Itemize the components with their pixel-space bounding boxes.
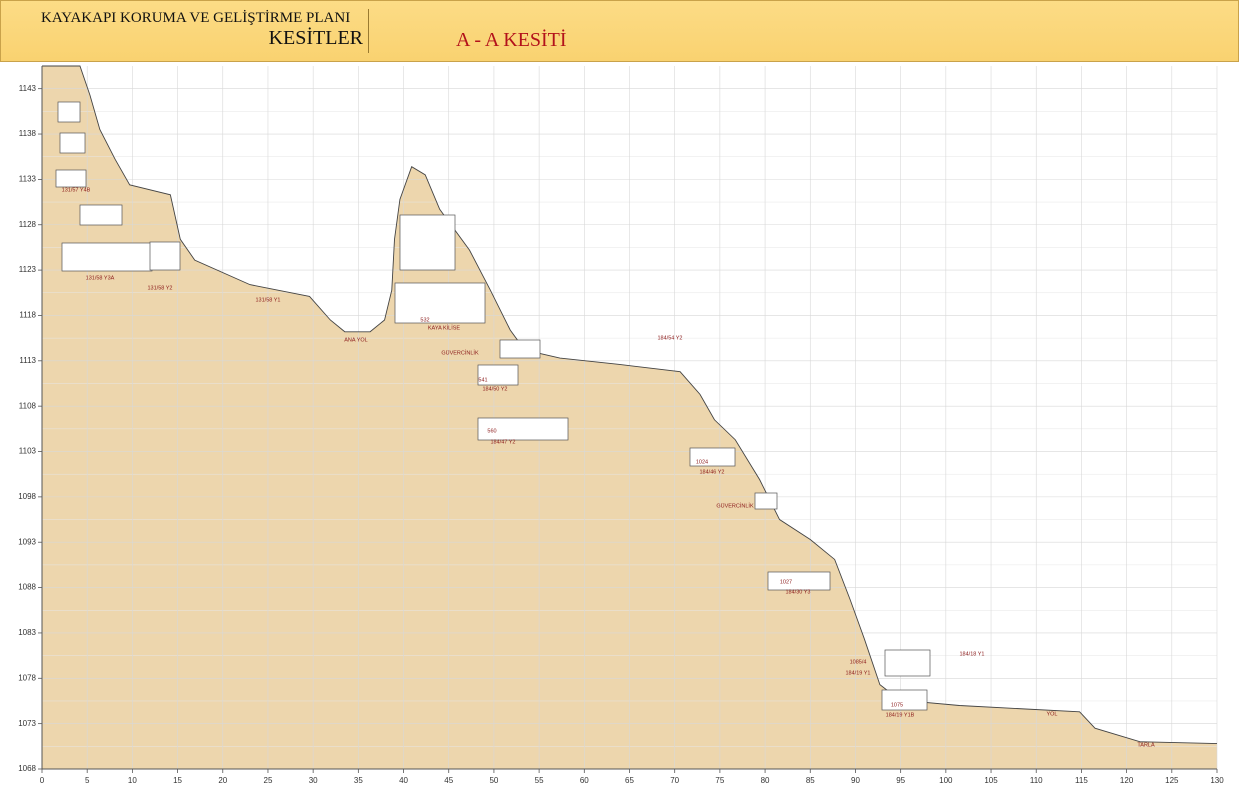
x-tick-label: 75: [715, 776, 724, 785]
x-tick-label: 130: [1210, 776, 1224, 785]
y-tick-label: 1143: [19, 84, 37, 93]
annotation: 1085/4: [850, 659, 867, 665]
y-tick-label: 1078: [18, 673, 36, 682]
header-subtitle: KESİTLER: [268, 27, 363, 49]
header-title: KAYAKAPI KORUMA VE GELİŞTİRME PLANI: [41, 10, 351, 26]
annotation: 131/57 Y4B: [62, 187, 91, 193]
y-tick-label: 1113: [19, 356, 36, 365]
x-tick-label: 60: [580, 776, 589, 785]
y-tick-label: 1118: [19, 311, 36, 320]
x-tick-label: 125: [1165, 776, 1179, 785]
annotation: 184/30 Y3: [786, 589, 811, 595]
annotation: 541: [478, 377, 487, 383]
y-tick-label: 1088: [18, 583, 36, 592]
annotation: 560: [487, 428, 496, 434]
annotation: 1024: [696, 459, 708, 465]
annotation: 131/58 Y1: [256, 297, 281, 303]
header: KAYAKAPI KORUMA VE GELİŞTİRME PLANI KESİ…: [0, 0, 1239, 62]
x-tick-label: 50: [489, 776, 498, 785]
room: [55, 169, 87, 188]
y-tick-label: 1123: [19, 265, 37, 274]
x-tick-label: 85: [806, 776, 815, 785]
x-tick-label: 120: [1120, 776, 1134, 785]
room: [689, 447, 736, 467]
x-tick-label: 10: [128, 776, 137, 785]
room: [79, 204, 123, 226]
room: [477, 364, 519, 386]
x-tick-label: 90: [851, 776, 860, 785]
annotation: 184/19 Y1B: [886, 712, 915, 718]
x-tick-label: 15: [173, 776, 182, 785]
annotation: 532: [420, 317, 429, 323]
x-tick-label: 35: [354, 776, 363, 785]
room: [59, 132, 86, 154]
annotation: KAYA KİLİSE: [428, 324, 461, 331]
annotation: 184/18 Y1: [960, 651, 985, 657]
y-tick-label: 1098: [18, 492, 36, 501]
x-tick-label: 25: [264, 776, 273, 785]
x-tick-label: 5: [85, 776, 90, 785]
x-tick-label: 30: [309, 776, 318, 785]
y-tick-label: 1093: [18, 537, 36, 546]
y-tick-label: 1068: [18, 764, 36, 773]
divider: [368, 9, 369, 53]
room: [57, 101, 81, 123]
room: [394, 282, 486, 324]
room: [399, 214, 456, 271]
y-tick-label: 1138: [19, 129, 37, 138]
x-tick-label: 45: [444, 776, 453, 785]
y-tick-label: 1083: [18, 628, 36, 637]
annotation: 184/50 Y2: [483, 386, 508, 392]
room: [884, 649, 931, 677]
annotation: ANA YOL: [344, 337, 367, 343]
annotation: GÜVERCİNLİK: [716, 502, 754, 509]
annotation: 1075: [891, 702, 903, 708]
annotation: 131/58 Y2: [148, 285, 173, 291]
y-tick-label: 1103: [19, 447, 37, 456]
room: [754, 492, 778, 510]
y-tick-label: 1133: [19, 174, 37, 183]
section-title: A - A KESİTİ: [456, 29, 567, 51]
x-tick-label: 20: [218, 776, 227, 785]
x-tick-label: 80: [761, 776, 770, 785]
annotation: GÜVERCİNLİK: [441, 349, 479, 356]
room: [149, 241, 181, 271]
terrain-outline: [42, 65, 1218, 745]
annotation: 184/46 Y2: [700, 469, 725, 475]
x-tick-label: 65: [625, 776, 634, 785]
x-tick-label: 55: [535, 776, 544, 785]
x-tick-label: 0: [40, 776, 45, 785]
annotation: 184/19 Y1: [846, 670, 871, 676]
x-tick-label: 115: [1075, 776, 1088, 785]
x-tick-label: 95: [896, 776, 905, 785]
x-tick-label: 70: [670, 776, 679, 785]
room: [61, 242, 153, 272]
annotation: YOL: [1046, 711, 1057, 717]
y-tick-label: 1128: [19, 220, 37, 229]
annotation: 131/58 Y3A: [86, 275, 115, 281]
y-tick-label: 1108: [19, 401, 37, 410]
annotation: 184/54 Y2: [658, 335, 683, 341]
annotation: 184/47 Y2: [491, 439, 516, 445]
room: [499, 339, 541, 359]
y-tick-label: 1073: [18, 719, 36, 728]
x-tick-label: 105: [984, 776, 998, 785]
room: [767, 571, 831, 591]
annotation: 1027: [780, 579, 792, 585]
x-tick-label: 40: [399, 776, 408, 785]
x-tick-label: 100: [939, 776, 953, 785]
annotation: TARLA: [1137, 742, 1155, 748]
room: [881, 689, 928, 711]
x-tick-label: 110: [1030, 776, 1043, 785]
room: [477, 417, 569, 441]
